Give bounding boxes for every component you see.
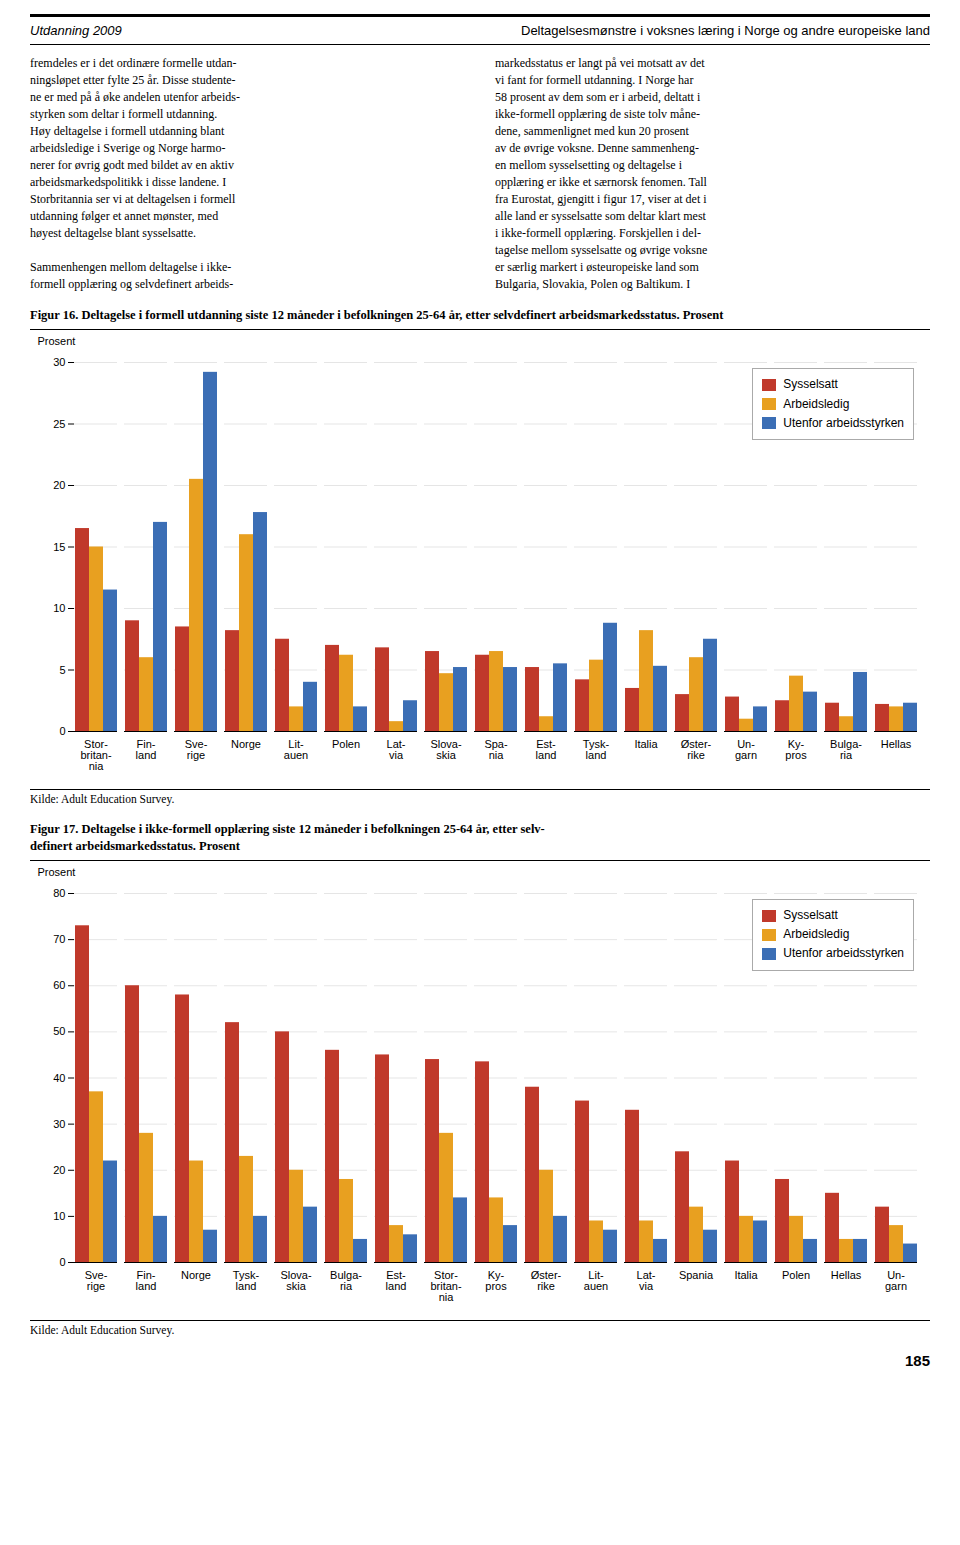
html-text:Sysselsatt: Sysselsatt <box>783 908 838 923</box>
html-text:Deltagelsesmønstre i voksnes l: Deltagelsesmønstre i voksnes læring i No… <box>521 23 930 38</box>
html-text:Utenfor arbeidsstyrken: Utenfor arbeidsstyrken <box>783 415 904 430</box>
svg-text:10: 10 <box>53 1210 65 1222</box>
svg-text:80: 80 <box>53 887 65 899</box>
html-text:Utenfor arbeidsstyrken: Utenfor arbeidsstyrken <box>783 946 904 961</box>
html-text:Arbeidsledig: Arbeidsledig <box>783 396 850 411</box>
svg-text:Spa-nia: Spa-nia <box>484 739 508 762</box>
svg-text:Un-garn: Un-garn <box>735 739 757 762</box>
svg-text:10: 10 <box>53 602 65 614</box>
svg-text:30: 30 <box>53 1118 65 1130</box>
svg-text:Spania: Spania <box>679 1269 714 1281</box>
html-text:Utdanning 2009: Utdanning 2009 <box>30 23 122 38</box>
svg-text:Hellas: Hellas <box>831 1269 862 1281</box>
svg-text:40: 40 <box>53 1072 65 1084</box>
svg-text:Sve-rige: Sve-rige <box>85 1269 108 1292</box>
svg-text:Prosent: Prosent <box>38 866 76 878</box>
svg-text:0: 0 <box>59 1256 65 1268</box>
svg-text:Ky-pros: Ky-pros <box>785 739 807 762</box>
svg-text:Polen: Polen <box>332 739 360 751</box>
svg-text:Un-garn: Un-garn <box>885 1269 907 1292</box>
html-text:Figur 16. Deltagelse i formell: Figur 16. Deltagelse i formell utdanning… <box>30 308 724 323</box>
html-text:Kilde: Adult Education Survey.: Kilde: Adult Education Survey. <box>30 1324 175 1337</box>
svg-text:0: 0 <box>59 725 65 737</box>
svg-text:Slova-skia: Slova-skia <box>280 1269 312 1292</box>
svg-text:Stor-britan-nia: Stor-britan-nia <box>430 1269 462 1303</box>
svg-text:Tysk-land: Tysk-land <box>233 1269 260 1292</box>
html-text:Arbeidsledig: Arbeidsledig <box>783 927 850 942</box>
svg-text:Norge: Norge <box>231 739 261 751</box>
svg-text:Øster-rike: Øster-rike <box>531 1269 562 1292</box>
svg-text:Sve-rige: Sve-rige <box>185 739 208 762</box>
svg-text:Bulga-ria: Bulga-ria <box>830 739 862 762</box>
svg-text:20: 20 <box>53 479 65 491</box>
svg-text:60: 60 <box>53 979 65 991</box>
html-text:185: 185 <box>905 1352 930 1370</box>
svg-text:Polen: Polen <box>782 1269 810 1281</box>
svg-text:Bulga-ria: Bulga-ria <box>330 1269 362 1292</box>
svg-text:Lat-via: Lat-via <box>637 1269 656 1292</box>
html-text:Figur 17. Deltagelse i ikke-fo: Figur 17. Deltagelse i ikke-formell oppl… <box>30 822 545 854</box>
svg-text:Fin-land: Fin-land <box>136 1269 157 1292</box>
html-text:Kilde: Adult Education Survey.: Kilde: Adult Education Survey. <box>30 793 175 806</box>
svg-text:Tysk-land: Tysk-land <box>583 739 610 762</box>
svg-text:Lit-auen: Lit-auen <box>584 1269 608 1292</box>
svg-text:15: 15 <box>53 541 65 553</box>
svg-text:20: 20 <box>53 1164 65 1176</box>
svg-text:Est-land: Est-land <box>536 739 557 762</box>
svg-text:Stor-britan-nia: Stor-britan-nia <box>80 739 112 773</box>
svg-text:Italia: Italia <box>634 739 658 751</box>
svg-text:50: 50 <box>53 1025 65 1037</box>
html-text:markedsstatus er langt på vei: markedsstatus er langt på vei motsatt av… <box>495 56 708 292</box>
svg-text:Prosent: Prosent <box>38 336 76 348</box>
svg-text:70: 70 <box>53 933 65 945</box>
svg-text:Lit-auen: Lit-auen <box>284 739 308 762</box>
svg-text:Italia: Italia <box>734 1269 758 1281</box>
svg-text:Lat-via: Lat-via <box>387 739 406 762</box>
svg-text:Fin-land: Fin-land <box>136 739 157 762</box>
html-text:Sysselsatt: Sysselsatt <box>783 377 838 392</box>
html-text:fremdeles er i det ordinære fo: fremdeles er i det ordinære formelle utd… <box>30 56 240 292</box>
svg-text:Ky-pros: Ky-pros <box>485 1269 507 1292</box>
svg-text:30: 30 <box>53 356 65 368</box>
svg-text:Øster-rike: Øster-rike <box>681 739 712 762</box>
svg-text:Est-land: Est-land <box>386 1269 407 1292</box>
svg-text:Slova-skia: Slova-skia <box>430 739 462 762</box>
svg-text:Hellas: Hellas <box>881 739 912 751</box>
svg-text:Norge: Norge <box>181 1269 211 1281</box>
svg-text:5: 5 <box>59 664 65 676</box>
svg-text:25: 25 <box>53 418 65 430</box>
